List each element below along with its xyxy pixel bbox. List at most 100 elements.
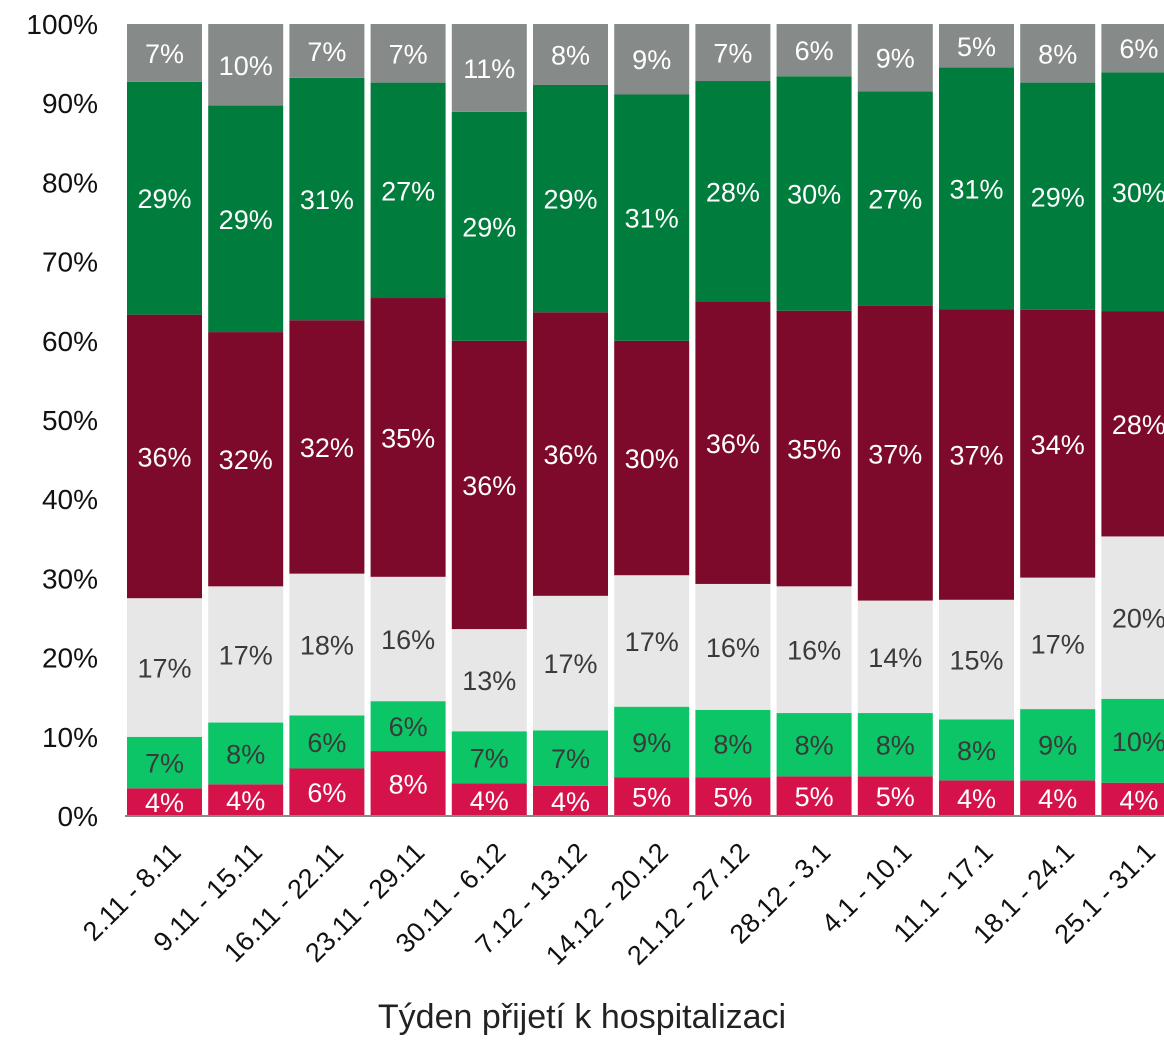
bar-segment xyxy=(208,24,284,106)
bar-segment xyxy=(208,332,284,587)
data-label: 4% xyxy=(470,786,509,816)
data-label: 8% xyxy=(713,730,752,760)
data-label: 29% xyxy=(137,184,191,214)
bar-segment xyxy=(370,751,446,816)
bar-segment xyxy=(370,24,446,83)
bar-segment xyxy=(208,784,284,816)
bar-segment xyxy=(533,24,608,85)
data-label: 37% xyxy=(868,439,922,469)
bar-segment xyxy=(614,24,690,95)
bar-segment xyxy=(451,731,527,784)
bar-segment xyxy=(533,312,608,596)
bar-segment xyxy=(533,595,608,731)
data-label: 5% xyxy=(957,32,996,62)
bar-segment xyxy=(127,314,202,599)
bar-segment xyxy=(370,701,446,752)
bar-segment xyxy=(1020,780,1096,816)
data-label: 29% xyxy=(462,212,516,242)
bar-segment xyxy=(289,77,365,321)
bar-segment xyxy=(533,84,608,313)
bar-segment xyxy=(695,777,771,816)
data-label: 5% xyxy=(876,782,915,812)
data-label: 6% xyxy=(307,778,346,808)
bar-segment xyxy=(776,310,852,587)
data-label: 35% xyxy=(787,435,841,465)
bar-segment xyxy=(857,600,933,714)
bar-segment xyxy=(370,298,446,577)
bar-segment xyxy=(127,788,202,816)
bar-segment xyxy=(614,340,690,576)
bar-segment xyxy=(695,24,771,82)
data-label: 29% xyxy=(219,205,273,235)
data-label: 16% xyxy=(706,633,760,663)
data-label: 17% xyxy=(543,649,597,679)
bar-segment xyxy=(1020,577,1096,710)
y-tick-label: 0% xyxy=(58,801,98,832)
bar-segment xyxy=(451,340,527,630)
bar-segment xyxy=(289,320,365,574)
data-label: 31% xyxy=(625,204,679,234)
data-label: 7% xyxy=(307,37,346,67)
data-label: 5% xyxy=(632,783,671,813)
bar-segment xyxy=(857,776,933,816)
bar-segment xyxy=(857,24,933,92)
bar-segment xyxy=(939,309,1014,600)
data-label: 4% xyxy=(226,786,265,816)
data-label: 16% xyxy=(381,625,435,655)
data-label: 9% xyxy=(632,45,671,75)
y-tick-label: 40% xyxy=(42,484,98,515)
data-label: 8% xyxy=(226,739,265,769)
data-label: 8% xyxy=(957,736,996,766)
bar-segment xyxy=(776,713,852,777)
bar-segment xyxy=(289,768,365,816)
data-label: 17% xyxy=(625,627,679,657)
data-label: 9% xyxy=(876,44,915,74)
bar-segment xyxy=(370,576,446,702)
data-label: 17% xyxy=(219,640,273,670)
data-label: 31% xyxy=(949,174,1003,204)
data-label: 4% xyxy=(145,788,184,818)
bar-segment xyxy=(857,713,933,777)
data-label: 6% xyxy=(389,712,428,742)
bar-segment xyxy=(1101,24,1164,73)
bar-segment xyxy=(1101,782,1164,816)
bar-segment xyxy=(614,575,690,707)
bar-segment xyxy=(533,730,608,786)
x-axis-title: Týden přijetí k hospitalizaci xyxy=(377,998,787,1036)
data-label: 7% xyxy=(389,39,428,69)
bar-segment xyxy=(695,81,771,302)
data-label: 37% xyxy=(949,440,1003,470)
data-label: 32% xyxy=(219,445,273,475)
data-label: 7% xyxy=(713,39,752,69)
y-tick-label: 20% xyxy=(42,643,98,674)
bar-segment xyxy=(1020,82,1096,310)
bar-segment xyxy=(127,81,202,315)
data-label: 27% xyxy=(381,176,435,206)
data-label: 29% xyxy=(543,185,597,215)
bar-segment xyxy=(857,305,933,601)
data-label: 6% xyxy=(795,36,834,66)
bar-segment xyxy=(1020,309,1096,578)
y-tick-label: 100% xyxy=(26,9,98,40)
bar-segment xyxy=(1101,311,1164,537)
bar-segment xyxy=(776,586,852,714)
data-label: 16% xyxy=(787,636,841,666)
data-label: 20% xyxy=(1112,604,1164,634)
data-label: 18% xyxy=(300,631,354,661)
data-label: 9% xyxy=(1038,731,1077,761)
bar-segment xyxy=(939,780,1014,816)
bar-segment xyxy=(614,94,690,341)
data-label: 10% xyxy=(1112,727,1164,757)
data-label: 4% xyxy=(1119,785,1158,815)
data-label: 29% xyxy=(1031,182,1085,212)
bar-segment xyxy=(614,777,690,816)
bar-segment xyxy=(208,722,284,785)
data-label: 4% xyxy=(551,787,590,817)
bar-segment xyxy=(533,785,608,816)
data-label: 4% xyxy=(1038,784,1077,814)
data-label: 30% xyxy=(787,179,841,209)
bar-segment xyxy=(127,736,202,789)
data-label: 31% xyxy=(300,185,354,215)
bar-segment xyxy=(614,706,690,778)
data-label: 5% xyxy=(713,783,752,813)
